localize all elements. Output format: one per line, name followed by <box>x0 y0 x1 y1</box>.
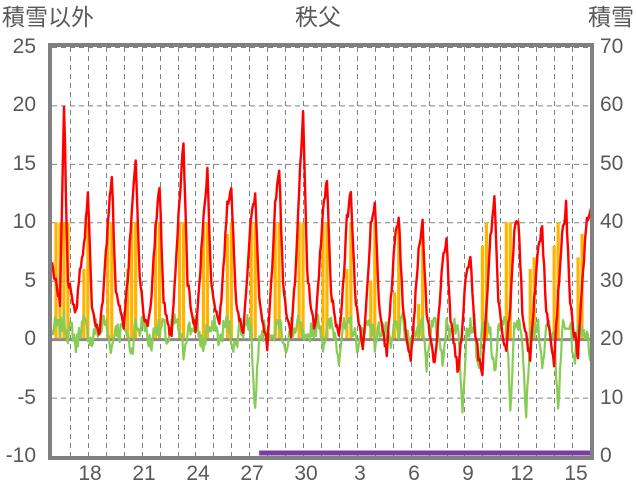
y2-axis-tick-label: 30 <box>600 268 624 292</box>
bar <box>301 222 305 340</box>
y2-axis-tick-label: 50 <box>600 151 624 175</box>
bar <box>82 269 86 340</box>
bar <box>397 222 401 340</box>
y2-axis-tick-label: 70 <box>600 35 624 58</box>
bar <box>86 222 90 340</box>
bar <box>154 222 158 340</box>
bar <box>373 222 377 340</box>
bar <box>134 222 138 340</box>
x-axis-tick-label: 30 <box>294 462 318 485</box>
x-axis-tick-label: 9 <box>462 462 474 485</box>
bar <box>321 222 325 340</box>
bar <box>225 233 229 340</box>
bar <box>229 222 233 340</box>
bar <box>177 222 182 340</box>
bar <box>277 222 281 340</box>
bar <box>480 245 484 340</box>
y-axis-tick-label: 5 <box>24 268 36 292</box>
x-axis-tick-label: 24 <box>186 462 210 485</box>
bar <box>576 257 580 340</box>
y2-axis-tick-label: 0 <box>600 444 612 467</box>
series-line-red <box>52 105 590 377</box>
bar <box>508 222 512 340</box>
bar <box>484 222 488 340</box>
bar <box>345 269 349 340</box>
bar <box>325 222 329 340</box>
y-axis-tick-label: 20 <box>12 93 36 117</box>
bar <box>393 292 397 340</box>
page-title: 秩父 <box>295 4 341 30</box>
y2-axis-tick-label: 40 <box>600 210 624 234</box>
plot-area <box>48 43 594 460</box>
bar <box>552 245 556 340</box>
bar <box>253 222 257 340</box>
x-axis-tick-label: 6 <box>408 462 420 485</box>
x-axis-tick-label: 27 <box>240 462 264 485</box>
bar <box>273 222 277 340</box>
bar <box>369 280 373 340</box>
bar <box>249 222 253 340</box>
bar <box>181 222 186 340</box>
x-axis-tick-label: 21 <box>132 462 156 485</box>
plot-inner <box>52 47 590 456</box>
bar <box>106 222 110 340</box>
bar <box>126 269 130 340</box>
y2-axis-tick-label: 20 <box>600 327 624 351</box>
x-axis-tick-label: 18 <box>78 462 102 485</box>
bar <box>528 269 532 340</box>
bar <box>201 222 206 340</box>
bar <box>504 222 508 340</box>
y-axis-tick-label: 25 <box>12 35 36 58</box>
bar <box>62 222 66 340</box>
bar <box>110 222 114 340</box>
right-axis-title: 積雪 <box>588 4 634 30</box>
x-axis-tick-label: 3 <box>354 462 366 485</box>
bar <box>205 222 210 340</box>
bar <box>349 222 353 340</box>
bar <box>297 222 301 340</box>
y-axis-tick-label: 15 <box>12 151 36 175</box>
x-axis-tick-label: 12 <box>510 462 534 485</box>
bar <box>158 222 162 340</box>
x-axis-tick-label: 15 <box>564 462 588 485</box>
chart-canvas <box>52 47 590 456</box>
bar <box>130 222 134 340</box>
y2-axis-tick-label: 10 <box>600 385 624 409</box>
y2-axis-tick-label: 60 <box>600 93 624 117</box>
y-axis-tick-label: 0 <box>24 327 36 351</box>
bar <box>421 233 425 340</box>
y-axis-tick-label: -5 <box>17 385 36 409</box>
y-axis-tick-label: -10 <box>5 444 36 467</box>
y-axis-tick-label: 10 <box>12 210 36 234</box>
series-line-green <box>52 309 590 419</box>
left-axis-title: 積雪以外 <box>2 4 94 30</box>
bar <box>417 304 421 340</box>
